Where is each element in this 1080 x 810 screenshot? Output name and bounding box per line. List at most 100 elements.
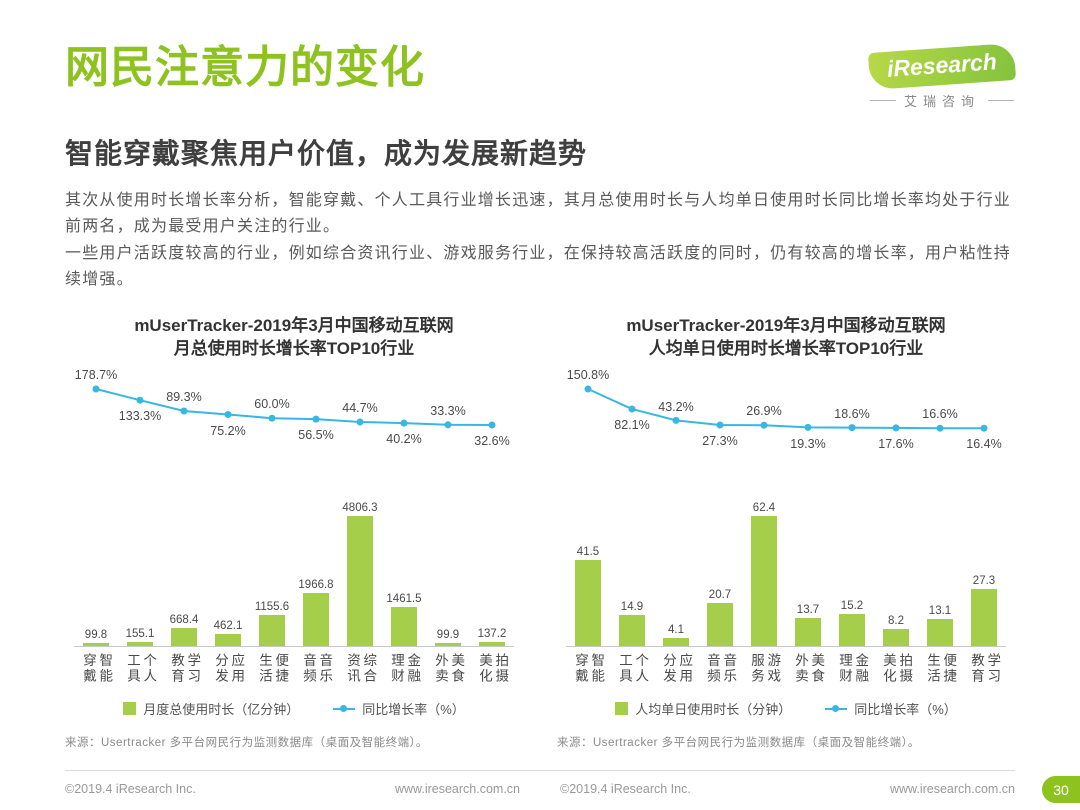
line-value-label: 40.2%	[386, 432, 422, 447]
chart-legend: 人均单日使用时长（分钟） 同比增长率（%）	[557, 699, 1015, 718]
line-value-label: 82.1%	[614, 418, 650, 433]
category-text: 应用分发	[213, 653, 245, 685]
category-text: 智能穿戴	[573, 653, 605, 685]
plot-area: 99.8 155.1 668.4 462.1 1155.6 1966.8 4806.3 146…	[74, 368, 514, 648]
line-value-label: 44.7%	[342, 401, 378, 416]
page-title: 网民注意力的变化	[65, 43, 425, 92]
category-axis: 智能穿戴 个人工具 学习教育 应用分发 便捷生活 音乐音频 综合资讯 金融理财 美食外卖 拍摄美化	[74, 653, 514, 689]
line-value-label: 56.5%	[298, 428, 334, 443]
bar-value-label: 155.1	[125, 627, 155, 640]
bar	[435, 643, 461, 647]
line-value-label: 32.6%	[474, 434, 510, 449]
line-swatch-icon	[333, 705, 356, 713]
category-text: 学习教育	[169, 653, 201, 685]
bar-swatch-icon	[123, 702, 137, 716]
category-text: 美食外卖	[793, 653, 825, 685]
bar-value-label: 462.1	[213, 619, 243, 632]
bar-swatch-icon	[615, 702, 629, 716]
iresearch-logo-mark: iResearch	[867, 42, 1017, 91]
category-text: 拍摄美化	[881, 653, 913, 685]
footer-right-column: ©2019.4 iResearch Inc. www.iresearch.com…	[560, 782, 1015, 796]
paragraph-1: 其次从使用时长增长率分析，智能穿戴、个人工具行业增长迅速，其月总使用时长与人均单…	[65, 192, 1012, 236]
bar-value-label: 8.2	[888, 615, 904, 628]
category-label: 应用分发	[654, 653, 698, 689]
paragraph-2: 一些用户活跃度较高的行业，例如综合资讯行业、游戏服务行业，在保持较高活跃度的同时…	[65, 244, 1012, 289]
bar	[663, 637, 689, 647]
line-value-label: 18.6%	[834, 406, 870, 421]
category-text: 音乐音频	[705, 653, 737, 685]
footer-columns: ©2019.4 iResearch Inc. www.iresearch.com…	[0, 770, 1080, 796]
iresearch-logo: iResearch 艾瑞咨询	[867, 42, 1017, 110]
bar-column: 99.8	[74, 377, 118, 647]
category-label: 游戏服务	[742, 653, 786, 689]
category-text: 智能穿戴	[81, 653, 113, 685]
line-value-label: 17.6%	[878, 437, 914, 452]
category-text: 便捷生活	[925, 653, 957, 685]
iresearch-logo-cn: 艾瑞咨询	[869, 91, 1015, 110]
category-text: 拍摄美化	[477, 653, 509, 685]
site-url-left: www.iresearch.com.cn	[394, 782, 520, 796]
category-text: 便捷生活	[257, 653, 289, 685]
category-text: 个人工具	[617, 653, 649, 685]
copyright-left: ©2019.4 iResearch Inc.	[65, 782, 196, 796]
category-label: 学习教育	[962, 653, 1006, 689]
line-value-label: 16.4%	[966, 437, 1002, 452]
bar-value-label: 15.2	[840, 600, 864, 613]
line-value-label: 19.3%	[790, 436, 826, 451]
line-swatch-icon	[825, 705, 848, 713]
category-text: 应用分发	[661, 653, 693, 685]
category-label: 美食外卖	[786, 653, 830, 689]
chart-title-line: mUserTracker-2019年3月中国移动互联网	[134, 315, 454, 335]
bar-value-label: 1966.8	[298, 578, 334, 591]
bar-value-label: 41.5	[576, 545, 600, 558]
site-url-right: www.iresearch.com.cn	[889, 782, 1015, 796]
bar	[259, 614, 285, 647]
category-label: 金融理财	[830, 653, 874, 689]
page-subtitle: 智能穿戴聚焦用户价值，成为发展新趋势	[65, 138, 588, 169]
page-number-badge: 30	[1042, 776, 1080, 803]
iresearch-logo-text: iResearch	[886, 48, 998, 82]
category-label: 智能穿戴	[566, 653, 610, 689]
chart-source: 来源：Usertracker 多平台网民行为监测数据库（桌面及智能终端）。	[65, 737, 428, 750]
bar-value-label: 62.4	[752, 502, 776, 515]
bar-column: 462.1	[206, 377, 250, 647]
line-value-label: 27.3%	[702, 434, 738, 449]
chart-title: mUserTracker-2019年3月中国移动互联网 月总使用时长增长率TOP1…	[65, 314, 523, 362]
legend-label-bar: 人均单日使用时长（分钟）	[635, 702, 792, 718]
bar	[127, 641, 153, 647]
bar-column: 1461.5	[382, 377, 426, 647]
bar	[927, 618, 953, 647]
category-axis: 智能穿戴 个人工具 应用分发 音乐音频 游戏服务 美食外卖 金融理财 拍摄美化 便捷生活 学习教育	[566, 653, 1006, 689]
category-label: 个人工具	[118, 653, 162, 689]
bar-column: 137.2	[470, 377, 514, 647]
chart-title-line: mUserTracker-2019年3月中国移动互联网	[626, 315, 946, 335]
bar-column: 4.1	[654, 377, 698, 647]
bar-column: 14.9	[610, 377, 654, 647]
line-value-label: 26.9%	[746, 404, 782, 419]
legend-label-line: 同比增长率（%）	[362, 702, 465, 718]
legend-label-line: 同比增长率（%）	[854, 702, 957, 718]
bar-value-label: 14.9	[620, 601, 644, 614]
bar-column: 27.3	[962, 377, 1006, 647]
bar	[751, 516, 777, 647]
category-label: 个人工具	[610, 653, 654, 689]
category-text: 个人工具	[125, 653, 157, 685]
bar-column: 1966.8	[294, 377, 338, 647]
line-value-label: 178.7%	[74, 368, 118, 383]
bar	[795, 617, 821, 647]
body-text: 其次从使用时长增长率分析，智能穿戴、个人工具行业增长迅速，其月总使用时长与人均单…	[65, 188, 1015, 294]
line-value-label: 16.6%	[922, 407, 958, 422]
category-text: 游戏服务	[749, 653, 781, 685]
category-text: 综合资讯	[345, 653, 377, 685]
category-label: 音乐音频	[698, 653, 742, 689]
footer-left-column: ©2019.4 iResearch Inc. www.iresearch.com…	[65, 782, 520, 796]
chart-monthly-total-duration: mUserTracker-2019年3月中国移动互联网 月总使用时长增长率TOP1…	[65, 314, 523, 751]
category-text: 金融理财	[837, 653, 869, 685]
category-label: 学习教育	[162, 653, 206, 689]
bar-column: 15.2	[830, 377, 874, 647]
line-value-label: 60.0%	[254, 397, 290, 412]
bar	[215, 633, 241, 647]
category-label: 便捷生活	[918, 653, 962, 689]
bar-column: 41.5	[566, 377, 610, 647]
